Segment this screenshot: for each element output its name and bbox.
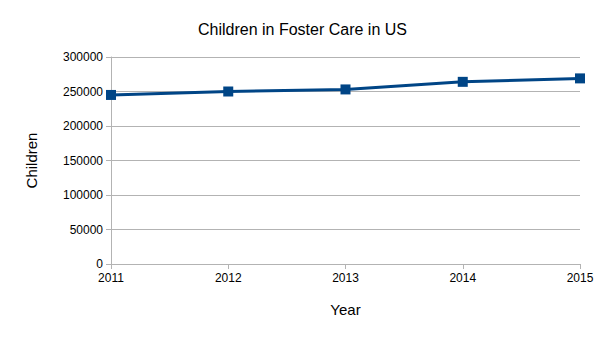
- svg-text:150000: 150000: [63, 154, 103, 168]
- svg-text:Children in Foster Care in US: Children in Foster Care in US: [198, 21, 407, 38]
- svg-text:0: 0: [96, 257, 103, 271]
- svg-text:2013: 2013: [332, 271, 359, 285]
- svg-text:100000: 100000: [63, 188, 103, 202]
- svg-text:2011: 2011: [98, 271, 124, 285]
- svg-text:2012: 2012: [215, 271, 242, 285]
- svg-text:50000: 50000: [70, 223, 104, 237]
- svg-text:200000: 200000: [63, 119, 103, 133]
- svg-text:250000: 250000: [63, 85, 103, 99]
- svg-text:Children: Children: [23, 133, 40, 189]
- svg-text:2014: 2014: [449, 271, 476, 285]
- svg-text:2015: 2015: [567, 271, 594, 285]
- svg-text:Year: Year: [330, 301, 360, 318]
- svg-text:300000: 300000: [63, 50, 103, 64]
